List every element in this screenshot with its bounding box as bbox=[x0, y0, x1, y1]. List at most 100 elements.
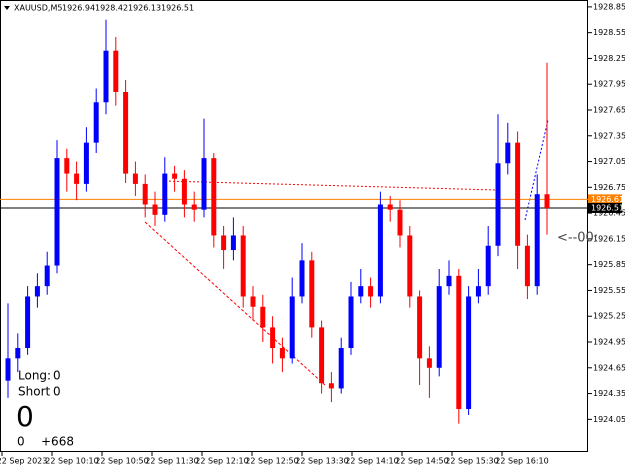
candle-body bbox=[191, 204, 197, 210]
candle-body bbox=[5, 358, 11, 381]
candle-body bbox=[387, 204, 393, 210]
candle-body bbox=[123, 91, 129, 174]
plot-frame bbox=[0, 0, 588, 452]
candle-body bbox=[221, 235, 227, 251]
y-tick-label: 1924.05 bbox=[593, 415, 625, 424]
x-tick-label: 22 Sep 14:50 bbox=[395, 457, 448, 466]
y-tick-label: 1927.35 bbox=[593, 131, 625, 140]
candle-body bbox=[152, 204, 158, 215]
y-tick-label: 1927.65 bbox=[593, 105, 625, 114]
x-tick-label: 22 Sep 11:30 bbox=[145, 457, 198, 466]
candle-body bbox=[534, 194, 540, 287]
candle-body bbox=[132, 173, 138, 184]
candle-body bbox=[44, 265, 50, 287]
candle-body bbox=[64, 158, 70, 174]
candle-body bbox=[495, 163, 501, 246]
y-tick-label: 1925.55 bbox=[593, 286, 625, 295]
candle-body bbox=[289, 296, 295, 359]
y-tick-label: 1928.25 bbox=[593, 54, 625, 63]
right-value: +668 bbox=[41, 435, 74, 449]
header-value: 1926.51 bbox=[161, 4, 194, 13]
y-tick-label: 1928.85 bbox=[593, 2, 625, 11]
header-value: 1928.42 bbox=[95, 4, 128, 13]
candle-body bbox=[142, 183, 148, 205]
candle-body bbox=[319, 327, 325, 384]
price-tag bbox=[588, 202, 622, 213]
candle-body bbox=[397, 209, 403, 236]
candle-body bbox=[358, 286, 364, 297]
timer: <--00: bbox=[557, 231, 598, 246]
candle-body bbox=[15, 348, 21, 359]
y-tick-label: 1926.75 bbox=[593, 183, 625, 192]
candle-body bbox=[348, 296, 354, 349]
candle-body bbox=[279, 348, 285, 359]
x-tick-label: 22 Sep 12:10 bbox=[195, 457, 248, 466]
candle-body bbox=[270, 327, 276, 349]
price-tag-label: 1926.61 bbox=[591, 195, 624, 204]
left-value: 0 bbox=[17, 435, 25, 449]
candle-body bbox=[162, 173, 168, 215]
candle-body bbox=[436, 286, 442, 368]
candle-body bbox=[113, 50, 119, 92]
candle-body bbox=[230, 235, 236, 251]
candle-body bbox=[34, 286, 40, 297]
candle-body bbox=[407, 235, 413, 297]
x-tick-label: 22 Sep 15:30 bbox=[445, 457, 498, 466]
header-value: 1926.94 bbox=[62, 4, 95, 13]
candle-body bbox=[426, 358, 432, 368]
candle-body bbox=[524, 245, 530, 287]
x-tick-label: 22 Sep 12:50 bbox=[245, 457, 298, 466]
short-value: 0 bbox=[53, 385, 61, 399]
candle-body bbox=[250, 296, 256, 307]
y-tick-label: 1924.35 bbox=[593, 389, 625, 398]
candle-body bbox=[299, 260, 305, 297]
candle-body bbox=[377, 204, 383, 297]
price-tag bbox=[588, 194, 622, 205]
y-tick-label: 1927.95 bbox=[593, 80, 625, 89]
candle-body bbox=[466, 296, 472, 410]
y-tick-label: 1927.05 bbox=[593, 157, 625, 166]
x-tick-label: 22 Sep 10:10 bbox=[45, 457, 98, 466]
y-tick-label: 1925.85 bbox=[593, 260, 625, 269]
symbol: XAUUSD,M5 bbox=[14, 4, 62, 13]
candle-body bbox=[201, 158, 207, 210]
candle-body bbox=[328, 383, 334, 389]
candle-body bbox=[181, 178, 187, 205]
candle-body bbox=[515, 142, 521, 246]
candle-body bbox=[338, 348, 344, 389]
header-value: 1926.13 bbox=[128, 4, 161, 13]
candle-body bbox=[25, 296, 31, 349]
long-label: Long: bbox=[18, 369, 51, 383]
x-tick-label: 22 Sep 2023 bbox=[0, 457, 47, 466]
candle-body bbox=[74, 173, 80, 184]
candle-body bbox=[260, 306, 266, 328]
candle-body bbox=[485, 245, 491, 287]
candle-body bbox=[417, 296, 423, 359]
candle-body bbox=[475, 286, 481, 297]
long-value: 0 bbox=[53, 369, 61, 383]
y-tick-label: 1926.45 bbox=[593, 209, 625, 218]
price-tag-label: 1926.51 bbox=[591, 203, 624, 212]
candle-body bbox=[505, 142, 511, 164]
candle-body bbox=[103, 50, 109, 103]
trend-line bbox=[144, 221, 326, 386]
header-arrow bbox=[4, 6, 10, 10]
x-tick-label: 22 Sep 16:10 bbox=[495, 457, 548, 466]
y-tick-label: 1928.55 bbox=[593, 28, 625, 37]
candle-body bbox=[446, 275, 452, 287]
candle-body bbox=[54, 158, 60, 266]
candle-body bbox=[544, 194, 550, 208]
y-tick-label: 1925.25 bbox=[593, 312, 625, 321]
candle-body bbox=[309, 260, 315, 328]
short-label: Short bbox=[18, 385, 50, 399]
candle-body bbox=[240, 235, 246, 297]
total-value: 0 bbox=[16, 400, 34, 433]
candle-body bbox=[456, 275, 462, 410]
candle-body bbox=[368, 286, 374, 297]
candle-body bbox=[83, 142, 89, 184]
x-tick-label: 22 Sep 10:50 bbox=[95, 457, 148, 466]
trend-line bbox=[164, 180, 498, 191]
candle-body bbox=[211, 158, 217, 236]
y-tick-label: 1926.15 bbox=[593, 234, 625, 243]
